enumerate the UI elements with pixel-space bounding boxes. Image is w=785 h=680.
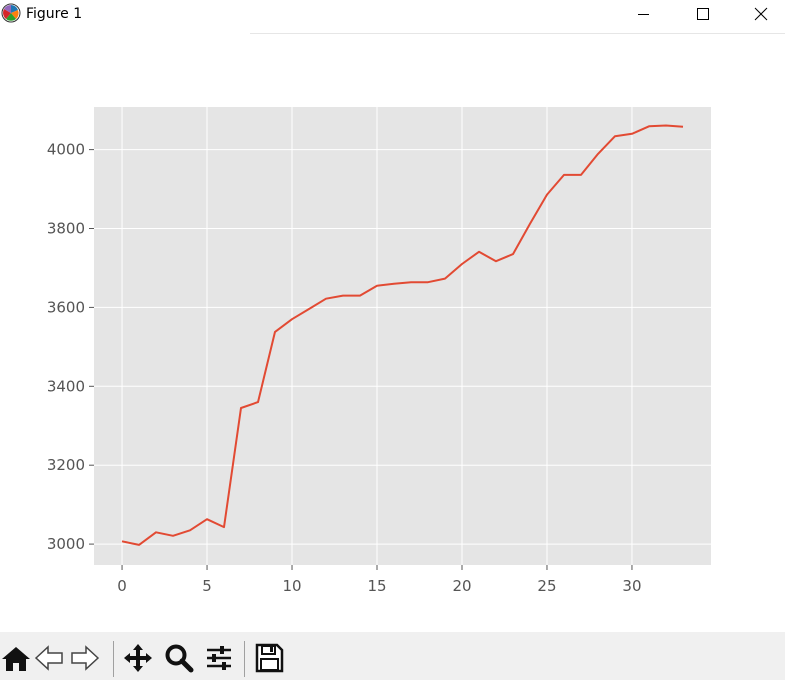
x-tick-label: 20	[452, 577, 471, 595]
matplotlib-logo-icon	[1, 3, 21, 23]
toolbar-separator	[113, 641, 114, 677]
line-chart[interactable]: 0 5 10 15 20 25 30 3000 3200 3400 3600 3800 4000	[0, 34, 785, 632]
y-tick-label: 3800	[47, 220, 85, 238]
x-tick-label: 15	[367, 577, 386, 595]
zoom-icon	[165, 644, 194, 673]
save-icon	[255, 643, 284, 673]
zoom-button[interactable]	[163, 642, 195, 674]
pan-button[interactable]	[122, 642, 154, 674]
title-separator	[250, 33, 785, 34]
home-icon	[2, 647, 30, 671]
x-tick-label: 30	[622, 577, 641, 595]
home-button[interactable]	[0, 642, 32, 674]
x-tick-label: 10	[282, 577, 301, 595]
y-tick-label: 3400	[47, 377, 85, 395]
y-tick-label: 3200	[47, 456, 85, 474]
configure-subplots-button[interactable]	[203, 642, 235, 674]
plot-area	[94, 107, 711, 565]
toolbar-separator	[244, 641, 245, 677]
minimize-button[interactable]	[620, 0, 666, 30]
back-arrow-icon	[34, 645, 63, 671]
x-tick-label: 5	[202, 577, 212, 595]
pan-icon	[124, 644, 152, 672]
y-tick-label: 3600	[47, 298, 85, 316]
maximize-button[interactable]	[679, 0, 725, 30]
x-tick-label: 25	[537, 577, 556, 595]
series-line	[121, 124, 684, 546]
forward-arrow-icon	[71, 645, 100, 671]
back-button[interactable]	[33, 642, 65, 674]
save-button[interactable]	[253, 642, 285, 674]
navigation-toolbar	[0, 632, 785, 680]
title-bar: Figure 1	[0, 0, 785, 34]
y-tick-label: 4000	[47, 141, 85, 159]
forward-button[interactable]	[69, 642, 101, 674]
x-tick-label: 0	[117, 577, 127, 595]
y-tick-label: 3000	[47, 535, 85, 553]
configure-subplots-icon	[207, 646, 231, 670]
window-title: Figure 1	[26, 6, 83, 22]
close-button[interactable]	[738, 0, 784, 30]
